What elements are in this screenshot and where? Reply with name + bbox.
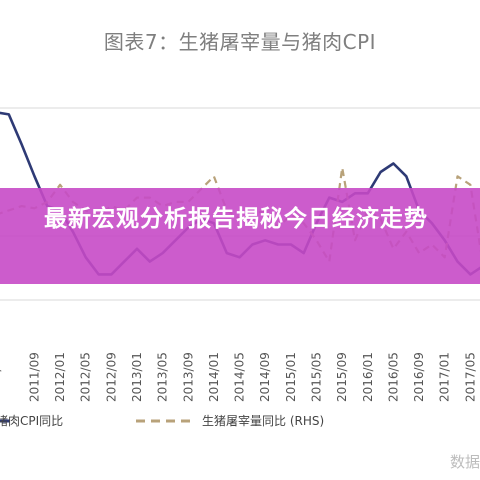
x-tick-label: 2016/01 <box>361 352 375 402</box>
x-tick-label: 2016/09 <box>412 352 426 402</box>
chart-title: 图表7：生猪屠宰量与猪肉CPI <box>103 30 377 54</box>
title-banner[interactable]: 最新宏观分析报告揭秘今日经济走势 <box>0 188 480 284</box>
x-tick-label: 2012/09 <box>104 352 118 402</box>
x-tick-label: 2013/09 <box>181 352 195 402</box>
x-tick-label: 2015/09 <box>335 352 349 402</box>
legend: 猪肉CPI同比 生猪屠宰量同比 (RHS) <box>0 413 324 428</box>
x-tick-label: 2015/01 <box>284 352 298 402</box>
x-tick-label: 2012/01 <box>53 352 67 402</box>
x-tick-labels: 2011/03 2011/09 2012/01 2012/05 2012/09 2013/… <box>0 352 477 402</box>
x-tick-label: 2011/03 <box>0 352 3 402</box>
x-tick-label: 2013/01 <box>130 352 144 402</box>
x-tick-label: 2014/01 <box>207 352 221 402</box>
x-tick-label: 2011/09 <box>27 352 41 402</box>
x-tick-label: 2014/05 <box>233 352 247 402</box>
watermark: 数据 <box>449 453 480 471</box>
legend-label-slaughter: 生猪屠宰量同比 (RHS) <box>202 413 324 428</box>
x-tick-label: 2016/05 <box>386 352 400 402</box>
x-tick-label: 2017/01 <box>438 352 452 402</box>
x-tick-label: 2013/05 <box>156 352 170 402</box>
x-tick-label: 2014/09 <box>258 352 272 402</box>
legend-label-cpi: 猪肉CPI同比 <box>0 414 63 428</box>
banner-title[interactable]: 最新宏观分析报告揭秘今日经济走势 <box>44 206 428 232</box>
x-tick-label: 2017/05 <box>463 352 477 402</box>
x-tick-label: 2015/05 <box>310 352 324 402</box>
x-tick-label: 2012/05 <box>79 352 93 402</box>
